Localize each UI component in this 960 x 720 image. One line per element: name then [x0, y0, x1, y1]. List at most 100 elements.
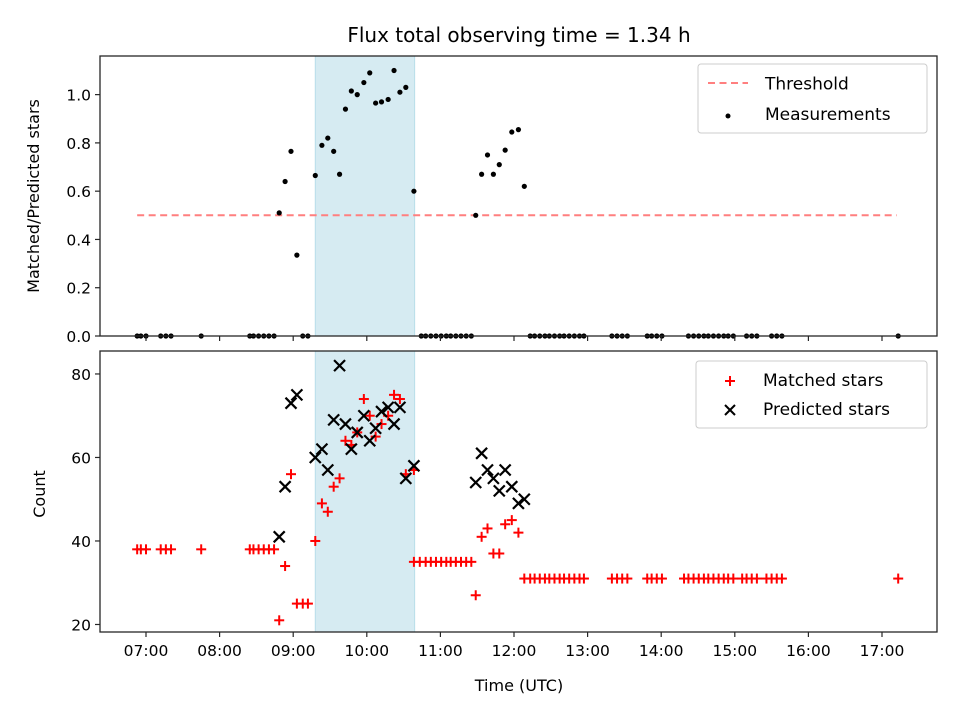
bottom-y-ticks: 20 40 60 80 [71, 366, 100, 634]
x-tick-label: 11:00 [418, 642, 463, 660]
predicted-star-point [345, 442, 358, 456]
top-y-tick-label: 0.6 [66, 183, 91, 201]
measurement-point [509, 129, 515, 135]
matched-star-point [196, 544, 207, 555]
chart-title: Flux total observing time = 1.34 h [347, 23, 690, 47]
measurement-point [361, 79, 367, 86]
measurement-point [373, 100, 379, 106]
x-tick-label: 08:00 [197, 642, 242, 660]
matched-star-point [302, 598, 313, 609]
predicted-star-point [518, 492, 531, 506]
measurement-point [391, 67, 397, 74]
predicted-star-point [407, 459, 421, 473]
matched-star-point [513, 527, 524, 538]
top-y-tick-label: 0.4 [66, 231, 91, 249]
measurement-point [484, 152, 491, 158]
predicted-star-point [333, 359, 346, 372]
top-y-tick-label: 0.2 [66, 280, 91, 298]
measurement-point [342, 106, 349, 112]
matched-star-point [285, 469, 296, 480]
top-y-axis-label: Matched/Predicted stars [24, 99, 43, 293]
matched-star-point [316, 498, 327, 509]
matched-star-point [269, 544, 280, 555]
top-subplot: 0.0 0.2 0.4 0.6 0.8 1.0 Flux total observing … [24, 23, 938, 346]
predicted-star-point [375, 405, 388, 418]
matched-star-point [466, 556, 477, 567]
predicted-star-point [475, 447, 488, 460]
legend-predicted-swatch [724, 404, 736, 416]
measurement-point [397, 89, 403, 95]
bottom-y-tick-label: 40 [71, 533, 91, 551]
predicted-star-point [369, 421, 382, 435]
bottom-legend-box [695, 360, 928, 429]
x-axis-label: Time (UTC) [474, 676, 563, 695]
legend-matched-label: Matched stars [763, 371, 883, 391]
predicted-star-point [381, 401, 395, 414]
predicted-star-point [272, 530, 286, 544]
matched-star-point [364, 410, 375, 421]
predicted-star-point [393, 401, 407, 414]
predicted-star-point [339, 417, 352, 431]
matched-star-point [656, 573, 667, 584]
top-legend-box [697, 63, 928, 134]
matched-star-point [622, 573, 633, 584]
measurement-point [411, 188, 417, 194]
measurement-point [319, 142, 325, 148]
x-tick-label: 10:00 [344, 642, 389, 660]
measurement-point [479, 171, 485, 177]
matched-star-point [482, 523, 493, 534]
bottom-y-axis-label: Count [30, 470, 49, 518]
legend-measurements-swatch [725, 113, 731, 119]
matched-star-point [322, 506, 333, 517]
matched-star-point [494, 548, 505, 559]
matched-star-point [274, 615, 285, 626]
matched-star-point [280, 561, 291, 572]
predicted-star-point [399, 472, 413, 485]
predicted-star-point [363, 434, 377, 448]
measurement-point [276, 210, 282, 216]
measurement-point [294, 252, 300, 258]
x-tick-label: 12:00 [492, 642, 537, 660]
predicted-star-point [309, 451, 322, 464]
measurement-point [354, 92, 360, 98]
x-tick-label: 13:00 [565, 642, 610, 660]
bottom-highlight-span [314, 350, 416, 633]
predicted-star-point [487, 472, 500, 485]
x-tick-label: 15:00 [712, 642, 757, 660]
measurement-point [282, 178, 288, 185]
matched-star-point [578, 573, 589, 584]
predicted-star-point [278, 480, 292, 493]
predicted-star-point [350, 426, 364, 439]
predicted-star-point [469, 476, 483, 489]
matched-star-point [376, 419, 387, 430]
top-y-tick-label: 1.0 [66, 87, 91, 105]
matched-star-point [389, 389, 400, 400]
bottom-subplot: 20 40 60 80 07:00 08:00 09:00 10:00 11:00 12:00 1… [30, 350, 938, 695]
legend-matched-swatch [725, 376, 735, 386]
measurement-point [521, 183, 527, 189]
predicted-star-point [493, 484, 506, 498]
matched-star-point [358, 394, 369, 405]
top-legend: Threshold Measurements [697, 63, 928, 134]
measurement-point [325, 135, 331, 141]
measurement-point [331, 148, 337, 154]
measurement-point [515, 127, 522, 133]
predicted-star-point [387, 417, 401, 431]
bottom-y-tick-label: 80 [71, 366, 91, 384]
x-tick-label: 07:00 [124, 642, 169, 660]
matched-star-point [334, 473, 345, 484]
bottom-x-ticks: 07:00 08:00 09:00 10:00 11:00 12:00 13:00 14:00… [124, 632, 904, 660]
predicted-star-point [481, 463, 494, 477]
x-tick-label: 16:00 [786, 642, 831, 660]
x-tick-label: 14:00 [639, 642, 684, 660]
measurement-point [312, 172, 318, 179]
measurement-point [367, 70, 373, 76]
matched-star-point [328, 481, 339, 492]
top-x-ticks [145, 336, 883, 341]
bottom-legend: Matched stars Predicted stars [695, 360, 928, 429]
top-y-tick-label: 0.8 [66, 135, 91, 153]
predicted-star-point [498, 463, 512, 477]
matched-star-point [776, 573, 787, 584]
measurement-point [473, 212, 479, 218]
